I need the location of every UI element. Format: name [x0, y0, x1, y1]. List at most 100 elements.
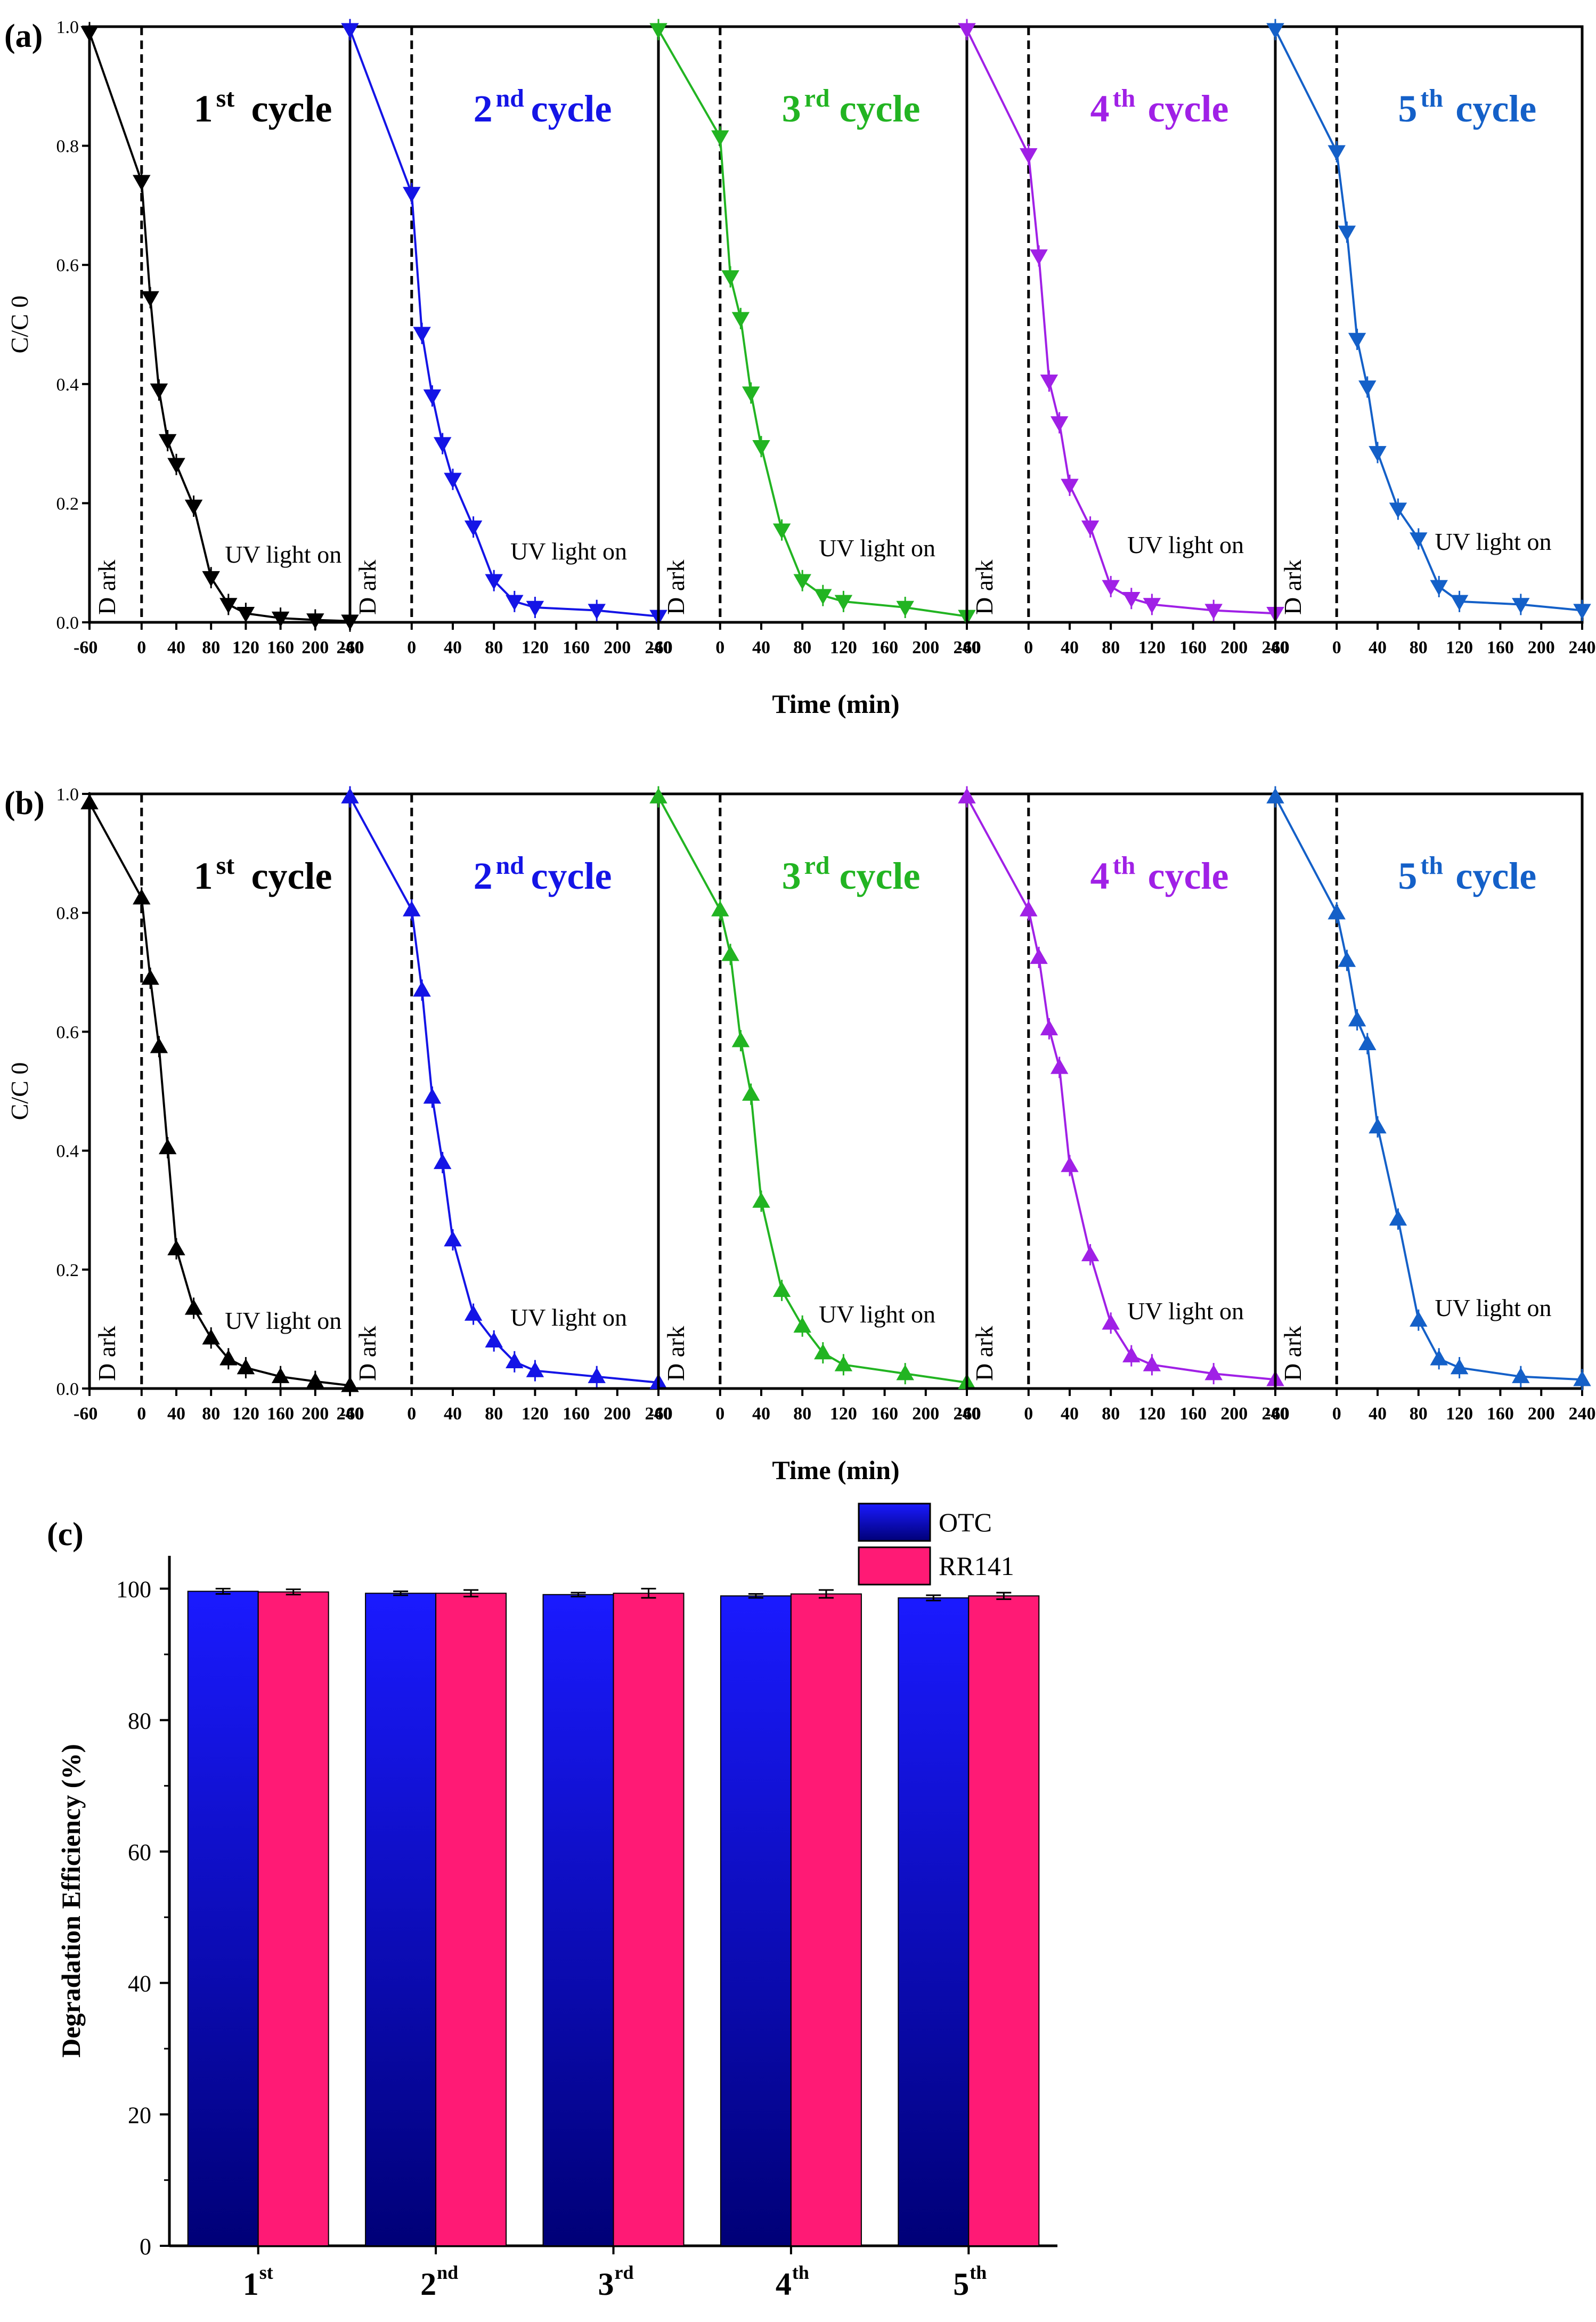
series-line: [966, 796, 1276, 1381]
y-axis-label: C/C 0: [6, 1062, 33, 1121]
x-tick-label: -60: [648, 1404, 672, 1424]
series-line: [349, 29, 659, 618]
x-tick-label: 80: [1410, 1404, 1428, 1424]
x-tick-label: 160: [563, 1404, 590, 1424]
y-tick-label: 0.4: [56, 375, 79, 395]
x-tick-label: -60: [74, 638, 97, 657]
x-tick-label: 200: [604, 1404, 631, 1424]
x-tick-label: -60: [648, 638, 672, 657]
bar-otc: [365, 1593, 437, 2246]
x-tick-label: 0: [407, 638, 416, 657]
cycle-number: 1: [194, 87, 213, 130]
x-tick-label: 80: [793, 638, 811, 657]
uv-label: UV light on: [1127, 531, 1244, 558]
x-tick-label: 80: [202, 638, 220, 657]
category-label: 5: [953, 2267, 969, 2302]
x-tick-label: 40: [444, 1404, 462, 1424]
cycle-3: -60 0 40 80 120 160 200 240 D ark UV light on 3 rd c…: [648, 19, 981, 657]
category-sup: th: [970, 2262, 987, 2283]
dark-label: D ark: [1279, 560, 1306, 615]
x-tick-label: 120: [522, 1404, 549, 1424]
cycle-word: cycle: [1455, 855, 1536, 897]
y-tick-label: 40: [128, 1971, 151, 1997]
cycle-1: -60 0 40 80 120 160 200 240 D ark UV light on 1 st c…: [74, 792, 364, 1424]
uv-label: UV light on: [225, 1307, 341, 1334]
x-tick-label: 0: [407, 1404, 416, 1424]
x-tick-label: 80: [485, 1404, 503, 1424]
cycle-sup: th: [1113, 84, 1136, 112]
x-tick-label: 120: [1138, 1404, 1166, 1424]
cycle-word: cycle: [1148, 87, 1229, 130]
cycle-number: 5: [1398, 87, 1417, 130]
y-axis-label: Degradation Efficiency (%): [56, 1744, 86, 2058]
x-tick-label: -60: [74, 1404, 97, 1424]
dark-label: D ark: [354, 1326, 381, 1381]
dark-label: D ark: [971, 1326, 998, 1381]
x-tick-label: 200: [1220, 638, 1248, 657]
cycle-sup: th: [1420, 84, 1443, 112]
uv-label: UV light on: [819, 534, 935, 562]
x-tick-label: 0: [1024, 1404, 1033, 1424]
cycle-number: 1: [194, 855, 213, 897]
x-tick-label: 120: [522, 638, 549, 657]
category-sup: rd: [615, 2262, 634, 2283]
cycle-number: 3: [782, 87, 801, 130]
x-axis-label: Time (min): [772, 689, 899, 719]
y-tick-label: 0.6: [56, 256, 79, 275]
x-tick-label: 120: [1446, 638, 1473, 657]
x-tick-label: 240: [1569, 638, 1596, 657]
bar-rr141: [613, 1593, 685, 2246]
bar-rr141: [790, 1593, 862, 2247]
dark-label: D ark: [1279, 1326, 1306, 1381]
x-tick-label: 240: [337, 1404, 364, 1424]
category-label: 3: [598, 2267, 614, 2302]
x-tick-label: 160: [1179, 1404, 1207, 1424]
x-tick-label: 120: [1446, 1404, 1473, 1424]
panel-label: (c): [47, 1516, 84, 1553]
x-tick-label: 0: [1332, 638, 1341, 657]
y-tick-label: 0.8: [56, 904, 79, 923]
x-tick-label: 200: [912, 638, 939, 657]
x-tick-label: 200: [1528, 638, 1555, 657]
y-tick-label: 0.8: [56, 137, 79, 157]
series-line: [657, 29, 967, 618]
dark-label: D ark: [354, 560, 381, 615]
series-line: [1274, 796, 1583, 1381]
x-tick-label: 240: [337, 638, 364, 657]
x-tick-label: 40: [1369, 1404, 1387, 1424]
cycle-word: cycle: [531, 855, 612, 897]
cycle-word: cycle: [251, 855, 332, 897]
y-tick-label: 0.6: [56, 1022, 79, 1042]
x-tick-label: 0: [1332, 1404, 1341, 1424]
cycle-word: cycle: [840, 855, 921, 897]
x-tick-label: 200: [912, 1404, 939, 1424]
cycle-sup: nd: [496, 851, 525, 880]
cycle-frame: [657, 25, 968, 624]
category-sup: th: [792, 2262, 809, 2283]
x-tick-label: 0: [715, 1404, 724, 1424]
x-tick-label: 160: [1179, 638, 1207, 657]
y-tick-label: 0.2: [56, 494, 79, 514]
category-label: 1: [243, 2267, 259, 2302]
cycle-sup: st: [216, 851, 235, 880]
series-line: [349, 796, 659, 1384]
x-tick-label: 200: [302, 638, 329, 657]
uv-label: UV light on: [510, 1304, 627, 1331]
x-tick-label: 0: [137, 638, 146, 657]
cycle-sup: th: [1113, 851, 1136, 880]
x-tick-label: 40: [1061, 638, 1079, 657]
cycle-sup: rd: [804, 851, 830, 880]
y-tick-label: 1.0: [56, 18, 79, 37]
cycle-word: cycle: [1455, 87, 1536, 130]
cycle-5: -60 0 40 80 120 160 200 240 D ark UV light on 5 th c…: [1265, 19, 1596, 657]
x-tick-label: 80: [485, 638, 503, 657]
uv-label: UV light on: [1435, 1294, 1552, 1321]
cycle-number: 3: [782, 855, 801, 897]
series-line: [966, 29, 1276, 615]
cycle-frame: [1274, 25, 1584, 624]
dark-label: D ark: [662, 560, 689, 615]
legend-swatch-rr141: [858, 1546, 931, 1586]
category-sup: st: [259, 2262, 273, 2283]
x-tick-label: 240: [954, 1404, 981, 1424]
x-tick-label: 80: [1102, 1404, 1120, 1424]
